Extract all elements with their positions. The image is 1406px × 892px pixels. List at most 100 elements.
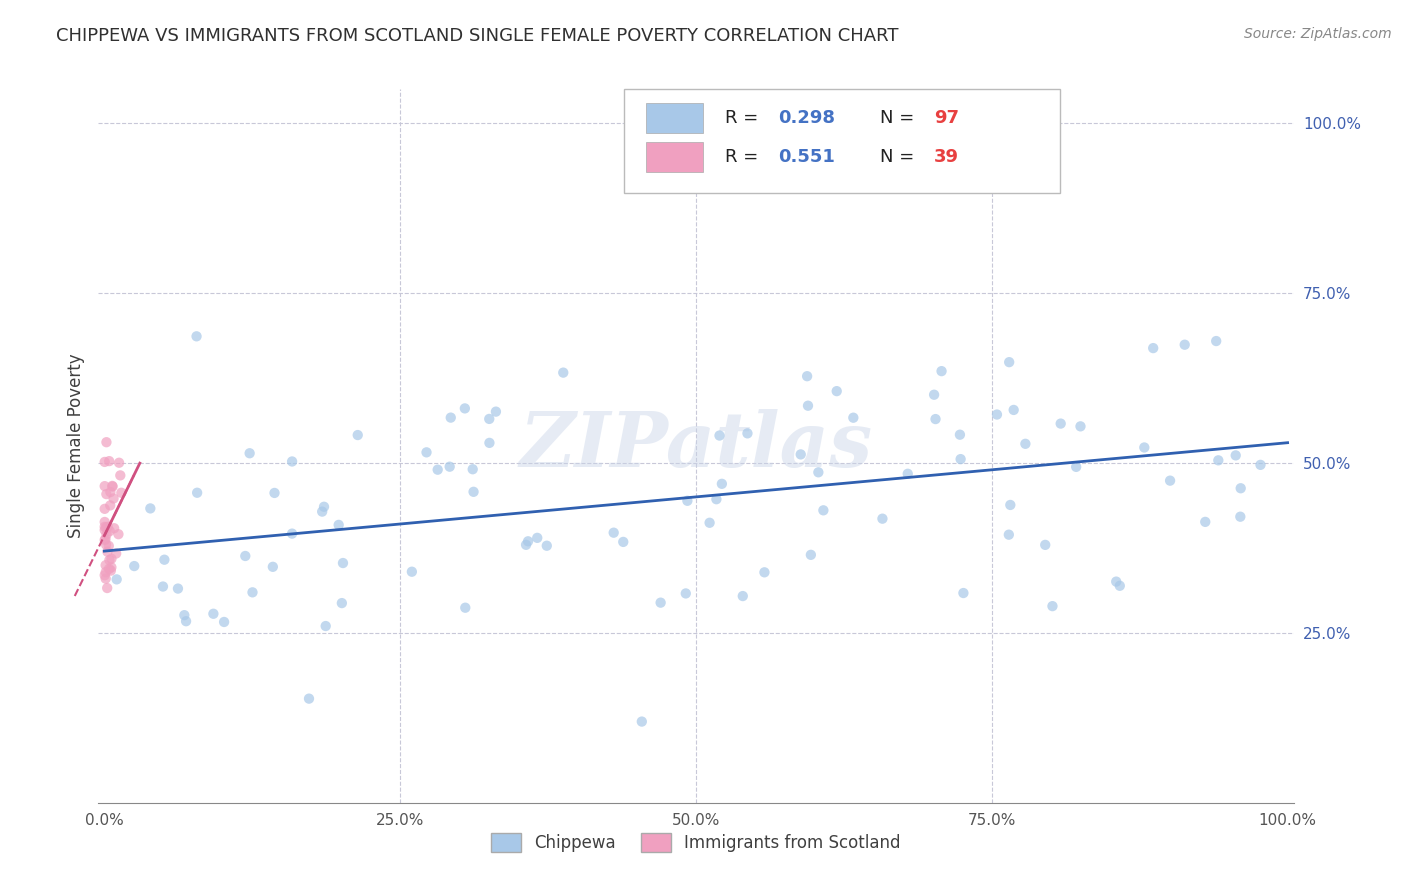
Point: [93, 479, 115, 493]
Point: [110, 468, 132, 483]
Point: [602, 525, 624, 540]
Point: [1069, 419, 1091, 434]
Point: [706, 492, 728, 507]
Point: [311, 505, 333, 519]
Point: [1049, 417, 1071, 431]
Point: [949, 427, 972, 442]
Point: [1014, 437, 1036, 451]
Point: [675, 586, 697, 600]
Point: [949, 452, 972, 467]
Point: [1064, 459, 1087, 474]
FancyBboxPatch shape: [624, 89, 1060, 193]
Point: [100, 560, 122, 574]
Point: [96, 527, 118, 541]
Point: [796, 369, 818, 384]
Point: [1105, 574, 1128, 589]
Point: [454, 401, 477, 416]
Point: [1108, 579, 1130, 593]
Point: [897, 467, 920, 481]
Point: [1194, 515, 1216, 529]
Point: [1033, 538, 1056, 552]
Point: [710, 476, 733, 491]
Point: [842, 410, 865, 425]
Point: [94, 572, 117, 586]
Point: [630, 714, 652, 729]
Point: [517, 534, 540, 549]
Point: [108, 456, 131, 470]
Point: [1002, 403, 1025, 417]
Point: [98, 562, 121, 576]
Point: [98, 454, 121, 468]
Point: [553, 366, 575, 380]
Point: [98, 499, 121, 513]
Point: [924, 412, 946, 426]
Point: [101, 479, 124, 493]
Point: [754, 566, 776, 580]
Point: [813, 503, 835, 517]
Point: [94, 558, 117, 573]
Point: [800, 548, 823, 562]
Point: [612, 535, 634, 549]
Point: [315, 619, 337, 633]
Point: [1205, 334, 1227, 348]
Point: [97, 520, 120, 534]
Text: 97: 97: [934, 109, 959, 127]
Point: [262, 559, 284, 574]
Point: [426, 463, 449, 477]
Point: [478, 412, 501, 426]
Point: [526, 531, 548, 545]
FancyBboxPatch shape: [645, 103, 703, 133]
Point: [110, 485, 132, 500]
Point: [93, 455, 115, 469]
Point: [330, 596, 353, 610]
Point: [536, 539, 558, 553]
Point: [1142, 341, 1164, 355]
Point: [96, 487, 118, 501]
Point: [461, 462, 484, 476]
Point: [478, 435, 501, 450]
Point: [312, 500, 335, 514]
Point: [281, 454, 304, 468]
Point: [454, 600, 477, 615]
Point: [94, 538, 117, 552]
Point: [1159, 474, 1181, 488]
Point: [676, 493, 699, 508]
Text: 0.551: 0.551: [779, 148, 835, 166]
Point: [139, 501, 162, 516]
Point: [96, 581, 118, 595]
Point: [101, 479, 124, 493]
Point: [807, 465, 830, 479]
Point: [105, 573, 128, 587]
Point: [346, 428, 368, 442]
Point: [1042, 599, 1064, 614]
Point: [281, 526, 304, 541]
Point: [93, 520, 115, 534]
Point: [872, 511, 894, 525]
Text: Source: ZipAtlas.com: Source: ZipAtlas.com: [1244, 27, 1392, 41]
Point: [263, 486, 285, 500]
Point: [233, 549, 256, 563]
Point: [731, 589, 754, 603]
Point: [103, 521, 125, 535]
Text: 39: 39: [934, 148, 959, 166]
Point: [952, 586, 974, 600]
Point: [415, 445, 437, 459]
Text: ZIPatlas: ZIPatlas: [519, 409, 873, 483]
Point: [96, 435, 118, 450]
Point: [1208, 453, 1230, 467]
Point: [103, 491, 125, 506]
Text: R =: R =: [724, 109, 763, 127]
Point: [825, 384, 848, 398]
Legend: Chippewa, Immigrants from Scotland: Chippewa, Immigrants from Scotland: [485, 826, 907, 859]
Point: [463, 484, 485, 499]
Point: [485, 404, 508, 418]
Point: [93, 501, 115, 516]
Point: [650, 596, 672, 610]
Point: [709, 428, 731, 442]
Point: [96, 545, 118, 559]
Point: [401, 565, 423, 579]
Point: [239, 446, 262, 460]
Point: [186, 329, 208, 343]
Point: [202, 607, 225, 621]
Point: [1133, 441, 1156, 455]
